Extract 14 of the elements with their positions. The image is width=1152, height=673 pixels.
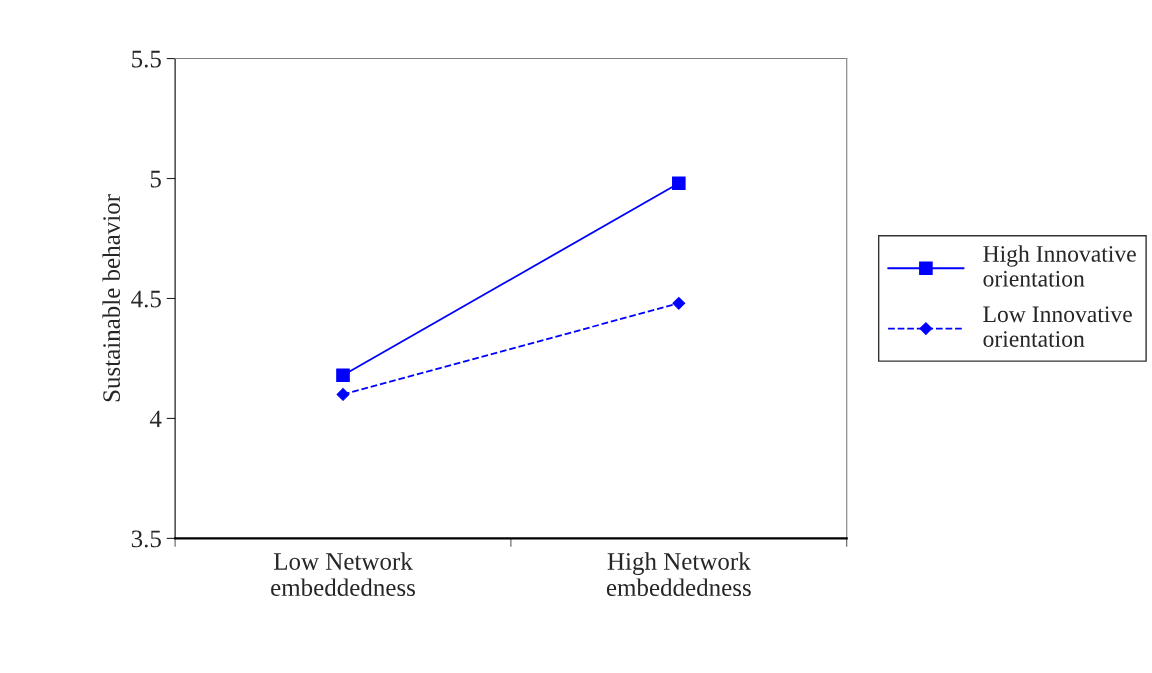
point	[336, 368, 350, 383]
y-tick-label: 5.5	[132, 50, 161, 68]
point	[336, 388, 350, 401]
y-tick-label: 3.5	[131, 530, 161, 548]
x-tick-label: Low Network embeddedness	[271, 552, 415, 597]
legend-label: Low Innovative orientation	[983, 306, 1132, 347]
point	[672, 296, 686, 310]
point	[672, 176, 686, 191]
y-tick-label: 4.5	[131, 290, 161, 308]
y-axis-title: Sustainable behavior	[102, 194, 121, 402]
y-tick-label: 5	[150, 170, 161, 188]
y-tick-label: 4	[149, 410, 162, 428]
x-tick-label: High Network embeddedness	[606, 552, 751, 597]
legend-label: High Innovative orientation	[983, 245, 1136, 287]
